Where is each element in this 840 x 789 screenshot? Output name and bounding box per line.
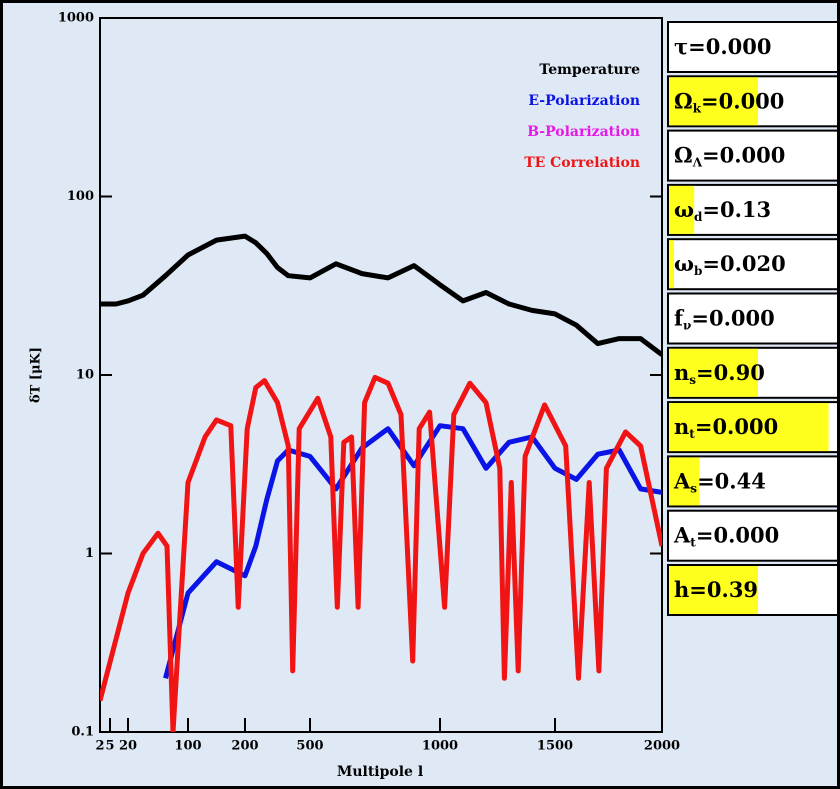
x-axis-label: Multipole l <box>337 764 423 780</box>
parameter-subscript: Λ <box>692 155 703 169</box>
parameter-box <box>667 238 839 291</box>
parameter-label: τ=0.000 <box>674 34 772 59</box>
parameter-subscript: k <box>693 101 702 115</box>
parameter-relation: = <box>696 359 714 384</box>
parameter-subscript: d <box>694 209 703 223</box>
x-tick-label: 20 <box>119 739 137 754</box>
x-tick-label: 1000 <box>422 739 458 754</box>
y-tick-label: 100 <box>67 189 94 204</box>
parameter-symbol: ω <box>674 196 694 221</box>
parameter-symbol: Ω <box>674 88 693 113</box>
parameter-label: At=0.000 <box>673 522 779 549</box>
series-line <box>100 374 662 732</box>
parameter-relation: = <box>701 88 719 113</box>
slider-fill <box>669 348 759 397</box>
parameter-value: 0.000 <box>712 414 778 439</box>
slider-fill <box>669 185 695 234</box>
y-tick-label: 0.1 <box>71 725 94 740</box>
x-tick-label: 200 <box>231 739 258 754</box>
parameter-value: 0.000 <box>720 142 786 167</box>
parameter-label: ns=0.90 <box>674 359 765 386</box>
slider-fill <box>669 77 759 126</box>
slider-fill <box>669 457 700 506</box>
parameter-subscript: ν <box>683 318 691 332</box>
parameter-relation: = <box>688 34 706 59</box>
parameter-relation: = <box>696 522 714 547</box>
parameter-symbol: A <box>673 468 691 493</box>
parameter-value: 0.13 <box>720 196 771 221</box>
parameter-value: 0.44 <box>715 468 766 493</box>
y-tick-label: 10 <box>76 368 94 383</box>
parameter-relation: = <box>689 577 707 602</box>
legend-entry: Temperature <box>539 62 640 78</box>
parameter-box <box>667 183 839 236</box>
parameter-box <box>667 129 839 182</box>
parameter-label: fν=0.000 <box>674 305 775 332</box>
x-tick-label: 1500 <box>537 739 573 754</box>
parameter-box <box>667 292 839 345</box>
parameter-subscript: s <box>689 372 696 386</box>
y-axis-label: δT [μK] <box>29 347 44 403</box>
parameter-box <box>667 21 839 73</box>
parameter-value: 0.90 <box>714 359 765 384</box>
parameter-subscript: b <box>694 264 702 278</box>
parameter-symbol: n <box>674 359 689 384</box>
parameter-subscript: s <box>690 481 697 495</box>
parameter-label: As=0.44 <box>673 468 766 495</box>
parameter-symbol: ω <box>674 251 694 276</box>
parameter-value: 0.020 <box>720 251 786 276</box>
parameter-symbol: h <box>674 577 689 602</box>
parameter-label: h=0.39 <box>674 577 758 602</box>
parameter-symbol: A <box>673 522 691 547</box>
y-tick-label: 1 <box>85 546 94 561</box>
series-line <box>100 233 662 357</box>
x-tick-label: 2000 <box>644 739 680 754</box>
slider-fill <box>669 566 759 614</box>
legend-entry: TE Correlation <box>524 155 640 171</box>
parameter-subscript: t <box>690 535 696 549</box>
parameter-relation: = <box>697 468 715 493</box>
x-tick-label: 5 <box>105 739 114 754</box>
parameter-label: ΩΛ=0.000 <box>674 142 785 169</box>
parameter-symbol: n <box>674 414 689 439</box>
x-tick-label: 2 <box>95 739 104 754</box>
parameter-value: 0.000 <box>713 522 779 547</box>
legend-entry: E-Polarization <box>528 93 640 109</box>
parameter-box <box>667 509 839 562</box>
parameter-label: Ωk=0.000 <box>674 88 784 115</box>
parameter-relation: = <box>702 142 720 167</box>
parameter-relation: = <box>702 251 720 276</box>
parameter-value: 0.000 <box>706 34 772 59</box>
parameter-label: nt=0.000 <box>674 414 778 441</box>
parameter-relation: = <box>695 414 713 439</box>
x-tick-label: 500 <box>296 739 323 754</box>
parameter-value: 0.39 <box>707 577 758 602</box>
parameter-label: ωd=0.13 <box>674 196 771 223</box>
legend-entry: B-Polarization <box>527 124 640 140</box>
slider-fill <box>669 403 829 452</box>
y-tick-label: 1000 <box>58 11 94 26</box>
parameter-symbol: Ω <box>674 142 693 167</box>
parameter-relation: = <box>702 196 720 221</box>
parameter-symbol: f <box>674 305 685 330</box>
x-tick-label: 100 <box>174 739 201 754</box>
parameter-value: 0.000 <box>719 88 785 113</box>
parameter-relation: = <box>691 305 709 330</box>
parameter-label: ωb=0.020 <box>674 251 786 278</box>
parameter-symbol: τ <box>674 34 688 59</box>
slider-fill <box>669 240 675 289</box>
parameter-value: 0.000 <box>709 305 775 330</box>
parameter-subscript: t <box>689 427 695 441</box>
